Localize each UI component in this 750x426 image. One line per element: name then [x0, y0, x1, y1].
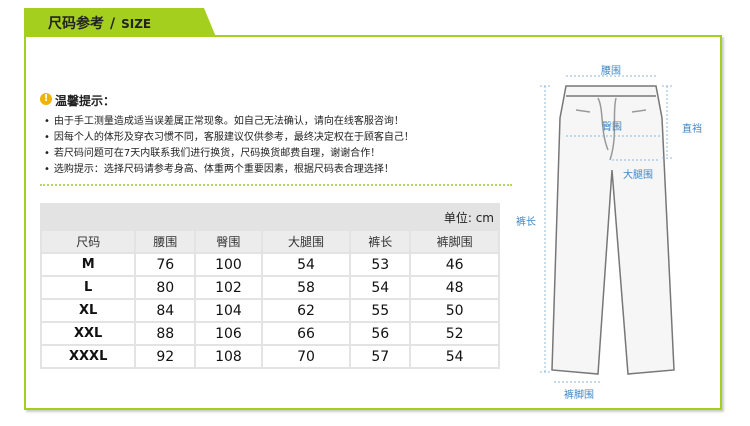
size-cell: XXL — [42, 323, 135, 344]
value-cell: 106 — [196, 323, 261, 344]
value-cell: 57 — [351, 346, 410, 367]
header-cell: 臀围 — [196, 231, 261, 252]
size-row: L 80 102 58 54 48 — [42, 277, 498, 298]
size-row: XXXL 92 108 70 57 54 — [42, 346, 498, 367]
value-cell: 53 — [351, 254, 410, 275]
size-cell: XL — [42, 300, 135, 321]
notice-item: 选购提示：选择尺码请参考身高、体重两个重要因素，根据尺码表合理选择！ — [44, 160, 394, 175]
value-cell: 88 — [136, 323, 195, 344]
value-cell: 104 — [196, 300, 261, 321]
value-cell: 102 — [196, 277, 261, 298]
value-cell: 100 — [196, 254, 261, 275]
value-cell: 52 — [411, 323, 498, 344]
value-cell: 54 — [262, 254, 350, 275]
label-waist: 腰围 — [601, 66, 621, 77]
header-cell: 裤脚围 — [411, 231, 498, 252]
value-cell: 76 — [136, 254, 195, 275]
value-cell: 46 — [411, 254, 498, 275]
value-cell: 62 — [262, 300, 350, 321]
value-cell: 70 — [262, 346, 350, 367]
header-cell: 大腿围 — [262, 231, 350, 252]
divider — [40, 184, 512, 186]
label-rise: 直裆 — [682, 124, 702, 135]
value-cell: 66 — [262, 323, 350, 344]
frame — [24, 35, 722, 410]
header-cell: 裤长 — [351, 231, 410, 252]
header-cell: 腰围 — [136, 231, 195, 252]
size-cell: M — [42, 254, 135, 275]
header-row: 尺码 腰围 臀围 大腿围 裤长 裤脚围 — [42, 231, 498, 252]
notice-item: 由于手工测量造成适当误差属正常现象。如自己无法确认，请向在线客服咨询！ — [44, 112, 404, 127]
notice-title: 温馨提示： — [55, 94, 116, 108]
header-cell: 尺码 — [42, 231, 135, 252]
label-length: 裤长 — [516, 217, 536, 228]
value-cell: 56 — [351, 323, 410, 344]
label-hip: 臀围 — [602, 122, 622, 133]
header-title: 尺码参考 — [48, 16, 104, 32]
size-cell: L — [42, 277, 135, 298]
notice-item: 因每个人的体形及穿衣习惯不同，客服建议仅供参考，最终决定权在于顾客自己！ — [44, 128, 414, 143]
size-row: XXL 88 106 66 56 52 — [42, 323, 498, 344]
unit: 单位: cm — [443, 211, 494, 225]
value-cell: 50 — [411, 300, 498, 321]
notice-item: 若尺码问题可在7天内联系我们进行换货，尺码换货邮费自理，谢谢合作！ — [44, 144, 380, 159]
value-cell: 92 — [136, 346, 195, 367]
label-thigh: 大腿围 — [623, 170, 653, 181]
header-subtitle: SIZE — [121, 17, 152, 31]
notice-icon: ! — [40, 93, 52, 105]
header-separator: / — [110, 16, 116, 32]
value-cell: 80 — [136, 277, 195, 298]
size-row: M 76 100 54 53 46 — [42, 254, 498, 275]
header-tab — [24, 8, 216, 37]
label-hem: 裤脚围 — [564, 390, 594, 401]
value-cell: 84 — [136, 300, 195, 321]
value-cell: 108 — [196, 346, 261, 367]
size-cell: XXXL — [42, 346, 135, 367]
value-cell: 58 — [262, 277, 350, 298]
header: 尺码参考 / SIZE — [48, 13, 157, 33]
size-row: XL 84 104 62 55 50 — [42, 300, 498, 321]
value-cell: 55 — [351, 300, 410, 321]
size-table: 尺码 腰围 臀围 大腿围 裤长 裤脚围 M 76 100 54 53 46 L 80 102 58 54 48 XL… — [40, 229, 500, 369]
value-cell: 54 — [351, 277, 410, 298]
unit-bar: 单位: cm — [40, 203, 500, 229]
value-cell: 54 — [411, 346, 498, 367]
value-cell: 48 — [411, 277, 498, 298]
